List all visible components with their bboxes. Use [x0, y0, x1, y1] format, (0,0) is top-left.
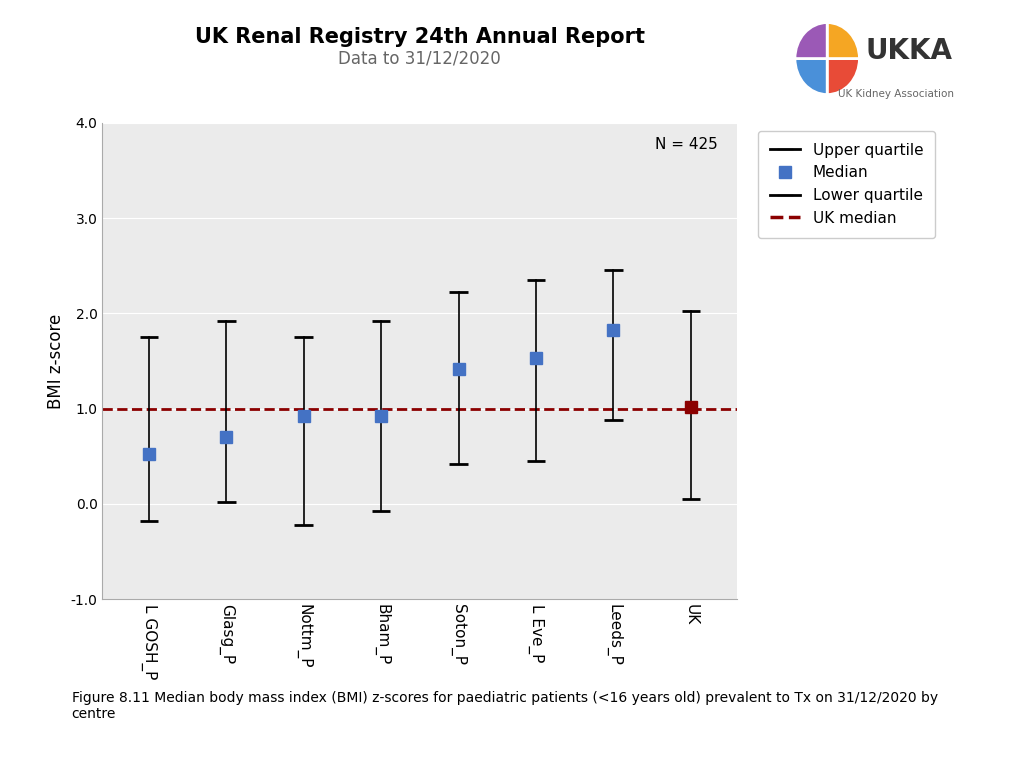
- Legend: Upper quartile, Median, Lower quartile, UK median: Upper quartile, Median, Lower quartile, …: [758, 131, 936, 238]
- Wedge shape: [827, 22, 859, 58]
- Text: Data to 31/12/2020: Data to 31/12/2020: [339, 50, 501, 68]
- Wedge shape: [795, 58, 827, 94]
- Text: Figure 8.11 Median body mass index (BMI) z-scores for paediatric patients (<16 y: Figure 8.11 Median body mass index (BMI)…: [72, 691, 938, 721]
- Wedge shape: [827, 58, 859, 94]
- Text: N = 425: N = 425: [655, 137, 718, 152]
- Text: UKKA: UKKA: [866, 38, 953, 65]
- Wedge shape: [795, 22, 827, 58]
- Y-axis label: BMI z-score: BMI z-score: [47, 313, 66, 409]
- Text: UK Kidney Association: UK Kidney Association: [838, 89, 954, 99]
- Text: UK Renal Registry 24th Annual Report: UK Renal Registry 24th Annual Report: [195, 27, 645, 47]
